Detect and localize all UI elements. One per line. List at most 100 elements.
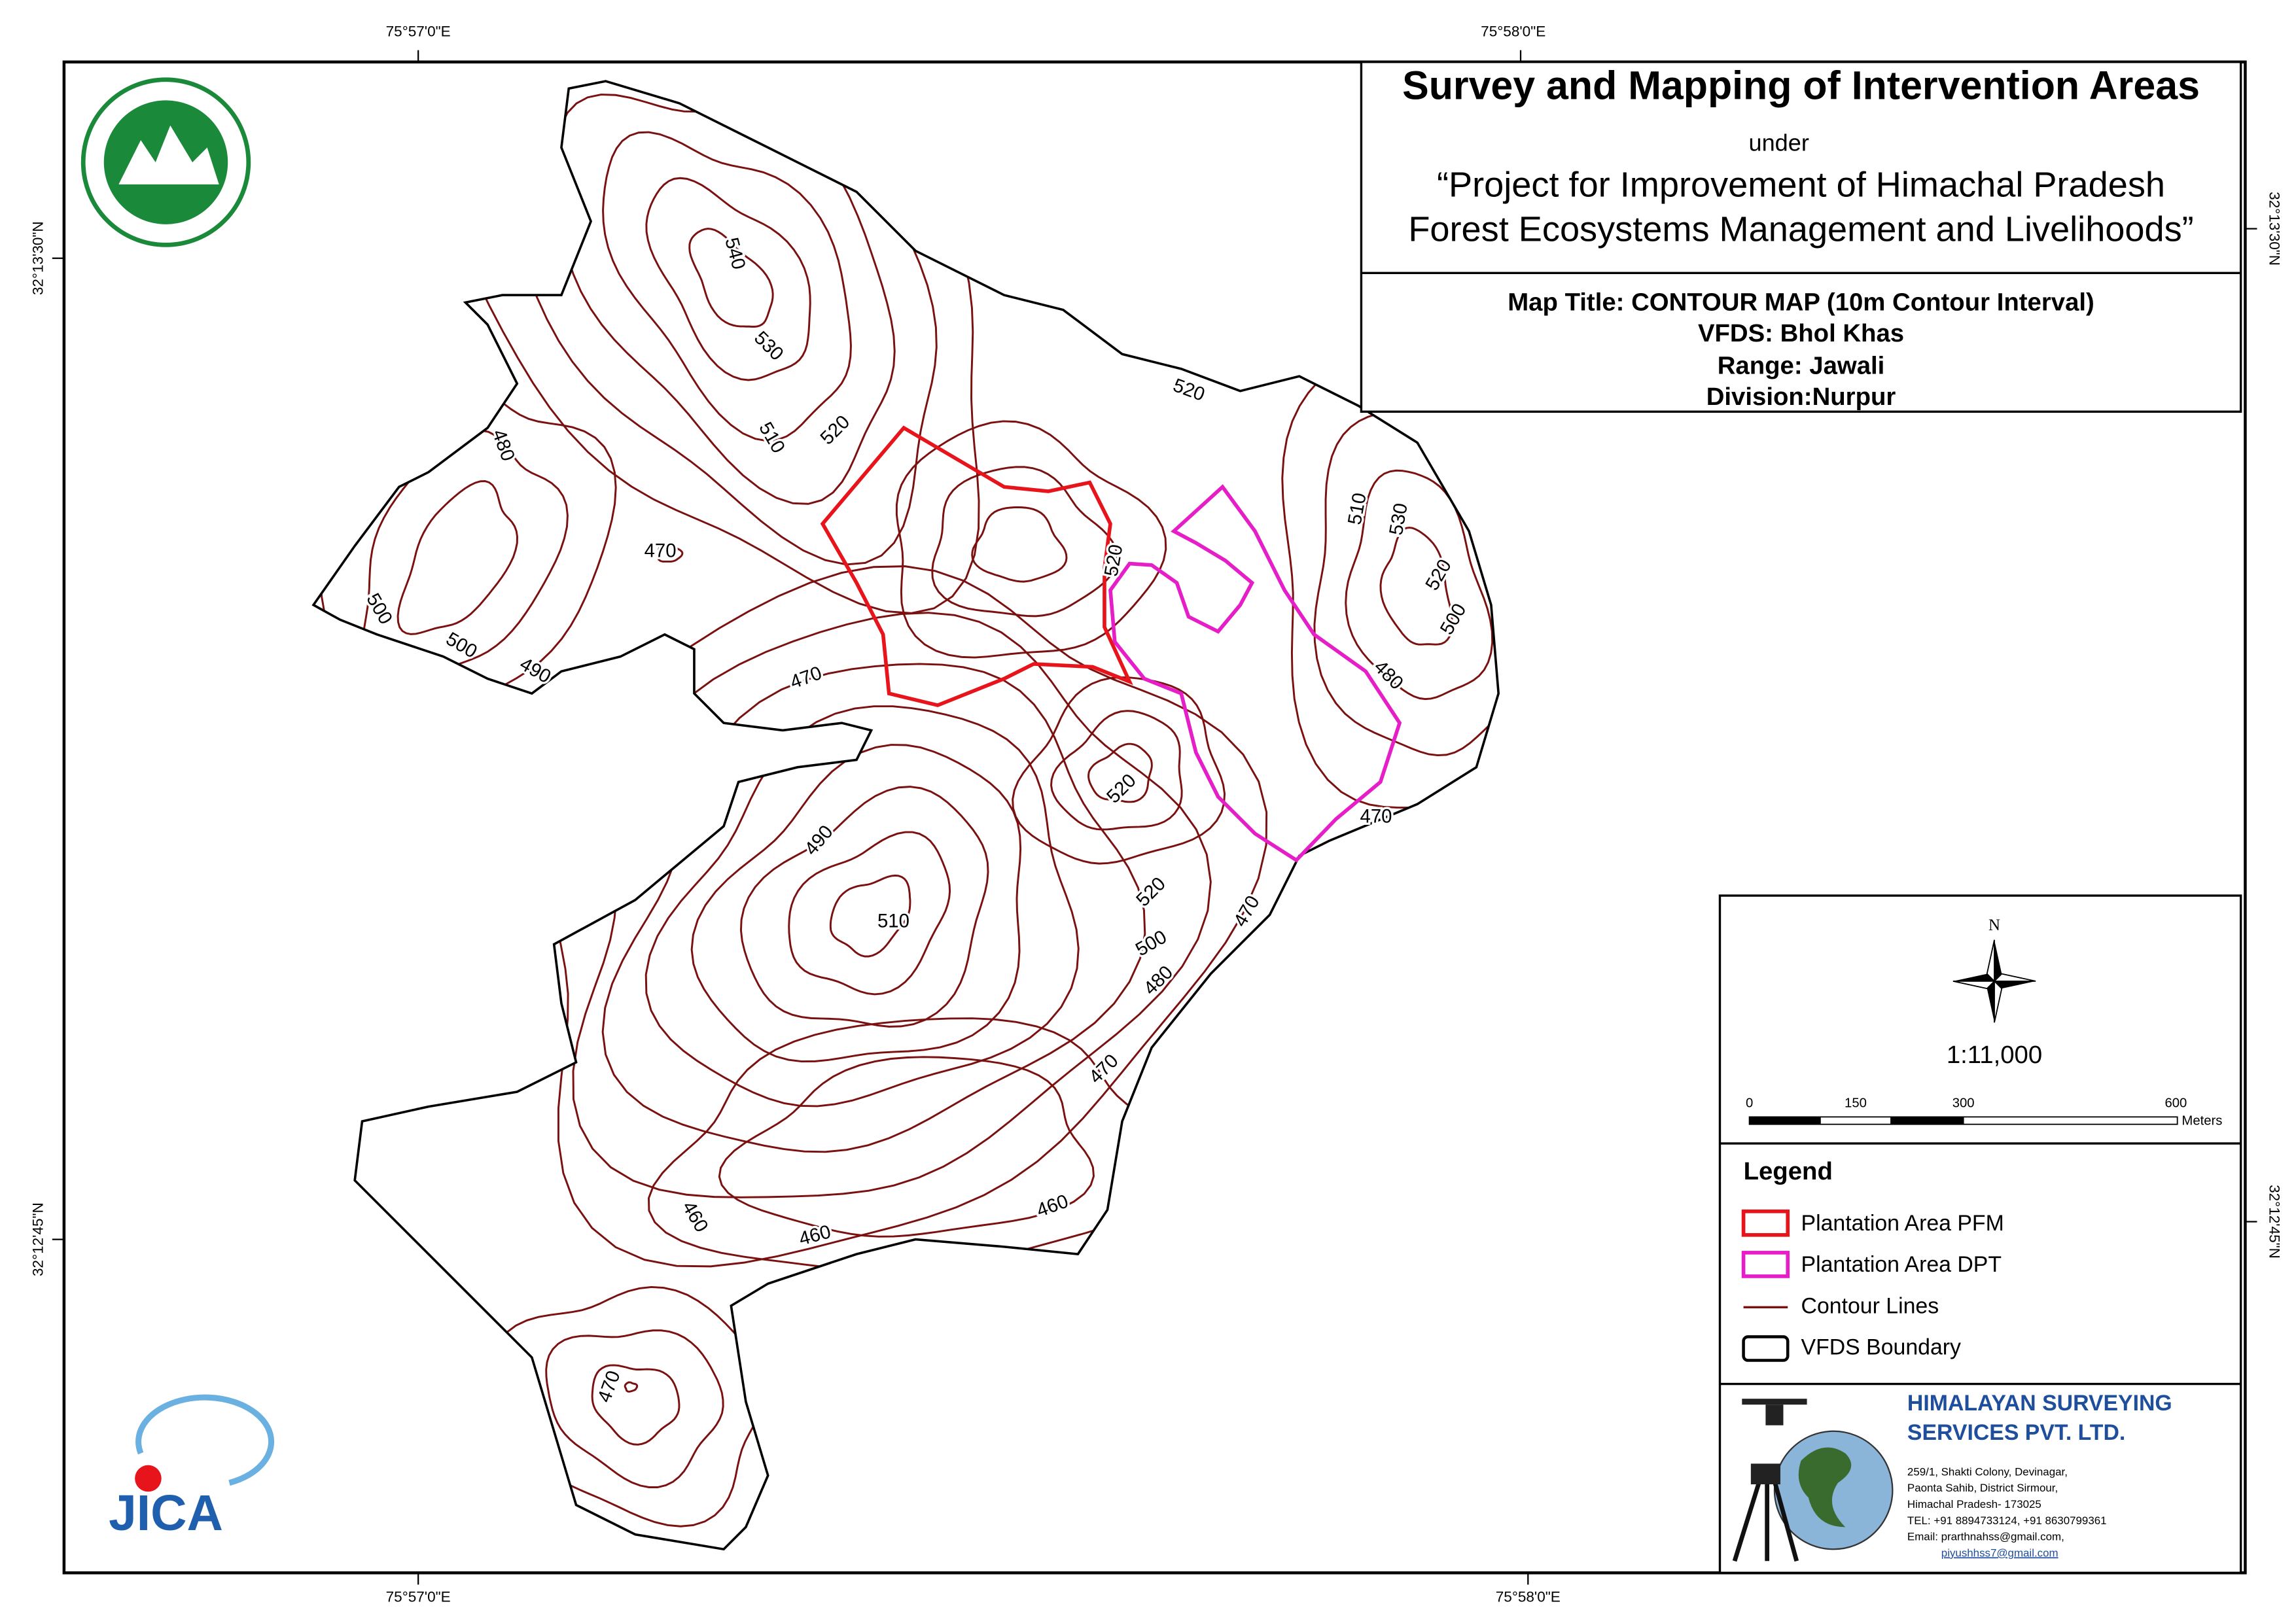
map-info: VFDS: Bhol Khas: [1698, 319, 1904, 347]
contour-line: [572, 612, 1212, 1198]
legend-title: Legend: [1744, 1157, 1833, 1185]
contour-line: [688, 228, 774, 328]
map-frame: [62, 60, 2247, 1575]
map-info: Division:Nurpur: [1706, 383, 1896, 411]
company-address: 259/1, Shakti Colony, Devinagar,: [1907, 1465, 2068, 1478]
contour-line: [397, 480, 518, 635]
contour-label: 520: [816, 411, 854, 449]
contour-label: 480: [1139, 962, 1177, 1000]
map-info: Range: Jawali: [1718, 352, 1885, 380]
company-address: Paonta Sahib, District Sirmour,: [1907, 1482, 2058, 1494]
contour-label: 510: [877, 910, 910, 932]
pfm-area: [820, 425, 1133, 708]
scale-label: 300: [1952, 1096, 1975, 1110]
contour-line: [497, 81, 938, 566]
contour-line: [1379, 527, 1453, 646]
scale-label: 0: [1746, 1096, 1753, 1110]
contour-line: [546, 565, 1268, 1268]
north-arrow: [1952, 939, 2036, 1023]
contour-label: 540: [720, 236, 750, 272]
legend-item: Plantation Area DPT: [1801, 1252, 2002, 1277]
legend-swatch: [1741, 1251, 1790, 1278]
contour-label: 520: [1421, 555, 1456, 594]
scale-bar: [1748, 1116, 2178, 1125]
contour-group: [319, 81, 1499, 1527]
coord-label: 75°57'0"E: [386, 24, 451, 40]
project-line: “Project for Improvement of Himachal Pra…: [1437, 166, 2165, 205]
contour-label: 510: [754, 419, 789, 457]
jica-logo: JICA: [109, 1394, 275, 1541]
contour-label: 470: [593, 1368, 625, 1405]
contour-line: [971, 506, 1068, 583]
contour-line: [829, 874, 911, 958]
coord-label: 32°13'30"N: [2266, 192, 2282, 266]
coord-ticks: [52, 50, 2257, 1585]
scale-label: 600: [2165, 1096, 2187, 1110]
coord-label: 32°12'45"N: [29, 1202, 46, 1276]
contour-label: 500: [1132, 926, 1171, 960]
contour-line: [1087, 742, 1153, 803]
contour-line: [602, 131, 852, 442]
contour-line: [545, 1329, 724, 1488]
legend-item: Contour Lines: [1801, 1293, 1939, 1318]
contour-label: 500: [1436, 600, 1470, 638]
contour-label: 460: [797, 1221, 834, 1250]
legend-item: VFDS Boundary: [1801, 1335, 1962, 1359]
scale-ratio: 1:11,000: [1947, 1041, 2042, 1069]
coord-label: 32°13'30"N: [29, 221, 46, 295]
contour-label: 490: [516, 653, 555, 688]
contour-line: [438, 81, 980, 614]
contour-label: 460: [678, 1197, 713, 1236]
scale-unit: Meters: [2181, 1114, 2222, 1128]
legend-swatch: [1741, 1209, 1790, 1237]
project-line: Forest Ecosystems Management and Livelih…: [1408, 209, 2193, 249]
contour-line: [931, 466, 1118, 618]
contour-line: [657, 542, 684, 563]
contour-line: [624, 1381, 639, 1393]
company-address: Himachal Pradesh- 173025: [1907, 1498, 2041, 1510]
company-email: piyushhss7@gmail.com: [1941, 1546, 2058, 1559]
contour-label: 520: [1132, 873, 1170, 911]
contour-line: [895, 420, 1167, 659]
contour-label: 470: [1360, 805, 1392, 827]
company-address: Email: prarthnahss@gmail.com,: [1907, 1531, 2064, 1543]
contour-line: [739, 786, 989, 1028]
contour-label: 510: [1344, 491, 1371, 527]
contour-line: [1012, 676, 1226, 865]
company-logo: [1732, 1399, 1894, 1562]
north-label: N: [1988, 916, 2000, 934]
jica-text: JICA: [109, 1486, 223, 1541]
contour-label: 530: [750, 327, 788, 365]
coord-label: 75°58'0"E: [1496, 1589, 1561, 1605]
contour-line: [554, 94, 896, 505]
legend-item: Plantation Area PFM: [1801, 1211, 2004, 1236]
company-address: TEL: +91 8894733124, +91 8630799361: [1907, 1514, 2107, 1527]
contour-label: 530: [1385, 502, 1412, 537]
contour-line: [718, 1056, 1095, 1238]
contour-label: 520: [1170, 374, 1207, 406]
contour-line: [601, 663, 1146, 1153]
scale-label: 150: [1845, 1096, 1867, 1110]
company-name: SERVICES PVT. LTD.: [1907, 1420, 2125, 1445]
contour-line: [645, 705, 1080, 1108]
legend-swatch: [1742, 1335, 1790, 1362]
contour-label: 490: [800, 821, 838, 860]
contour-label: 460: [1034, 1190, 1071, 1221]
contour-line: [591, 1364, 680, 1446]
contour-label: 470: [787, 662, 824, 693]
dpt-area: [1108, 484, 1402, 863]
contour-label: 470: [645, 540, 677, 561]
title-box: [1360, 61, 2242, 413]
forest-dept-logo: [80, 77, 251, 247]
coord-label: 75°58'0"E: [1481, 24, 1545, 40]
contour-line: [645, 177, 811, 381]
contour-labels: 540 530 520 510 520 480 470 500 500 490 470 520 510 5…: [360, 233, 1473, 1407]
contour-line: [788, 831, 951, 996]
contour-line: [690, 744, 1022, 1063]
under: under: [1749, 130, 1809, 156]
title: Survey and Mapping of Intervention Areas: [1402, 63, 2200, 107]
vfds-boundary: [312, 80, 1500, 1551]
coord-label: 75°57'0"E: [386, 1589, 451, 1605]
